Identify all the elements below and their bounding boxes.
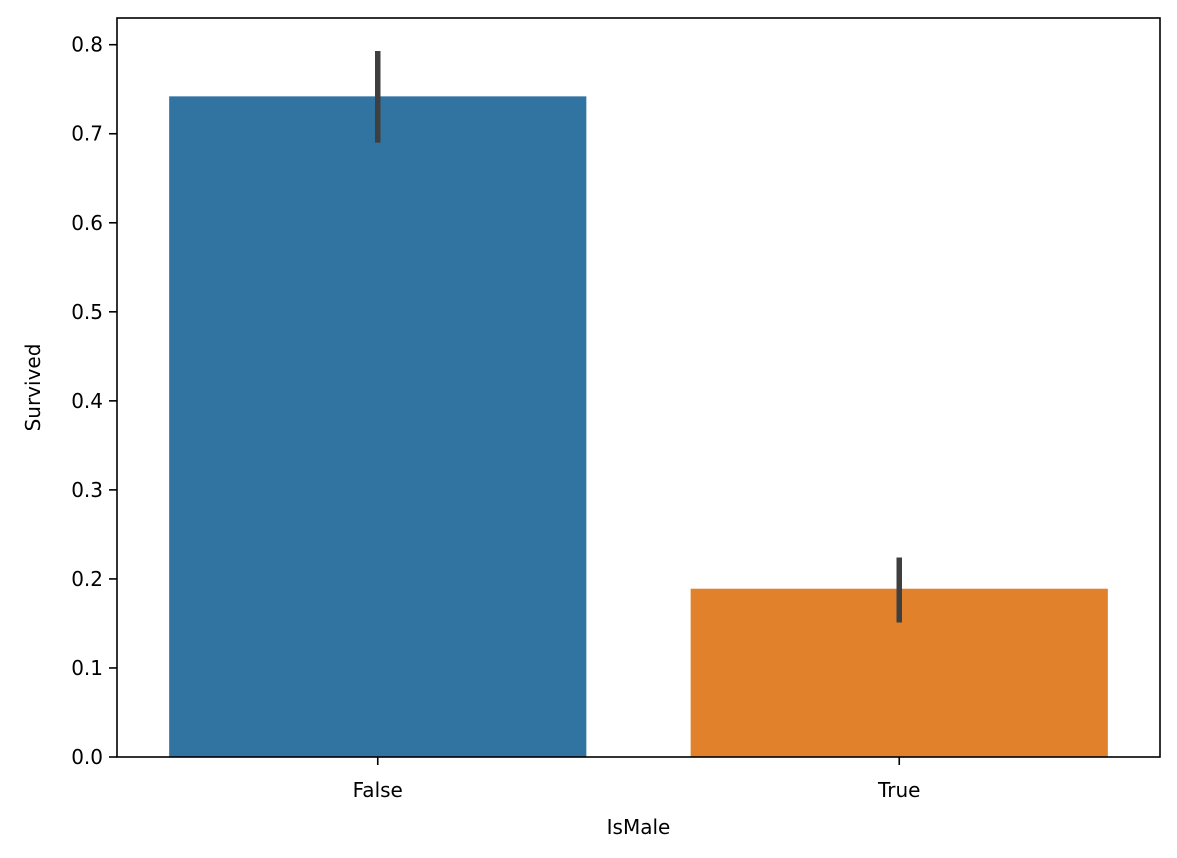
x-tick-label: True: [877, 778, 920, 802]
y-tick-label: 0.6: [71, 211, 103, 235]
y-tick-label: 0.0: [71, 745, 103, 769]
error-bars-group: [375, 50, 902, 623]
bars-group: [169, 96, 1108, 757]
y-tick-label: 0.3: [71, 478, 103, 502]
y-tick-label: 0.8: [71, 33, 103, 57]
y-tick-label: 0.5: [71, 300, 103, 324]
x-axis-ticks: False True: [353, 757, 920, 802]
y-axis-ticks: 0.0 0.1 0.2 0.3 0.4 0.5 0.6 0.7 0.8: [71, 33, 117, 769]
x-axis-label: IsMale: [607, 815, 671, 839]
y-axis-label: Survived: [21, 344, 45, 432]
y-tick-label: 0.4: [71, 389, 103, 413]
x-tick-label: False: [353, 778, 403, 802]
plot-frame: [116, 17, 1161, 758]
y-tick-label: 0.1: [71, 656, 103, 680]
y-tick-label: 0.2: [71, 567, 103, 591]
y-tick-label: 0.7: [71, 122, 103, 146]
bar-false: [169, 96, 587, 757]
